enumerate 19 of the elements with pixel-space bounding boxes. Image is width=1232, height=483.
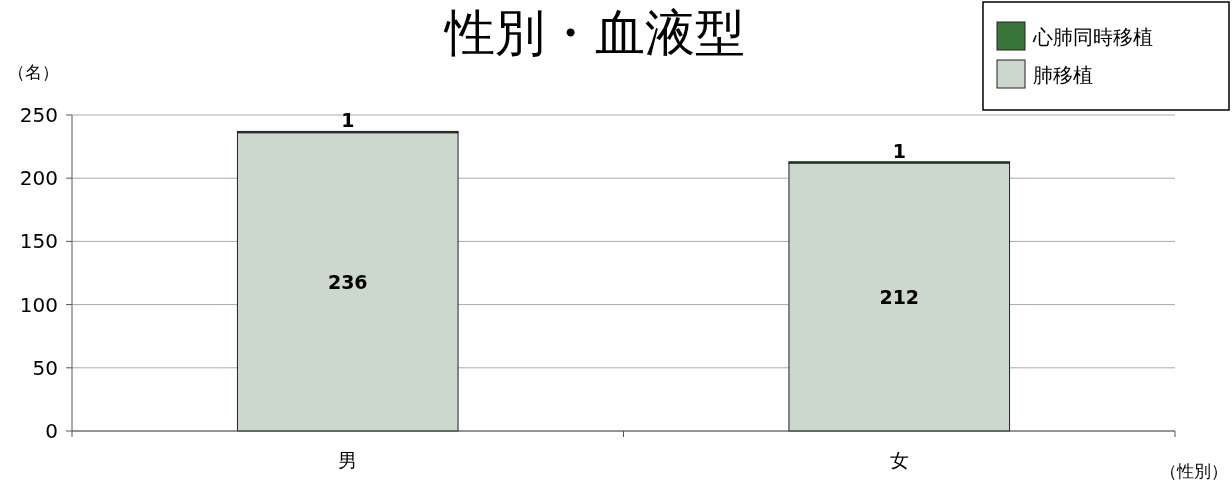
y-tick-label: 50 <box>32 355 58 380</box>
y-tick-label: 0 <box>45 419 58 443</box>
legend-label: 心肺同時移植 <box>1032 25 1153 49</box>
data-label: 212 <box>879 286 920 309</box>
y-axis-title: （名） <box>8 62 59 82</box>
bar <box>788 162 1011 432</box>
data-label: 1 <box>341 109 355 132</box>
x-tick-label: 女 <box>889 449 909 471</box>
data-label: 236 <box>327 270 368 293</box>
x-tick-label: 男 <box>338 449 358 471</box>
y-tick-label: 200 <box>19 166 58 191</box>
data-label: 1 <box>892 139 906 162</box>
bar <box>236 132 459 432</box>
y-tick-label: 250 <box>19 103 58 127</box>
x-axis-title: （性別） <box>1160 461 1228 481</box>
y-tick-label: 100 <box>19 292 58 317</box>
y-tick-label: 150 <box>19 229 58 254</box>
chart-title: 性別・血液型 <box>443 4 745 62</box>
legend-label: 肺移植 <box>1033 63 1093 87</box>
